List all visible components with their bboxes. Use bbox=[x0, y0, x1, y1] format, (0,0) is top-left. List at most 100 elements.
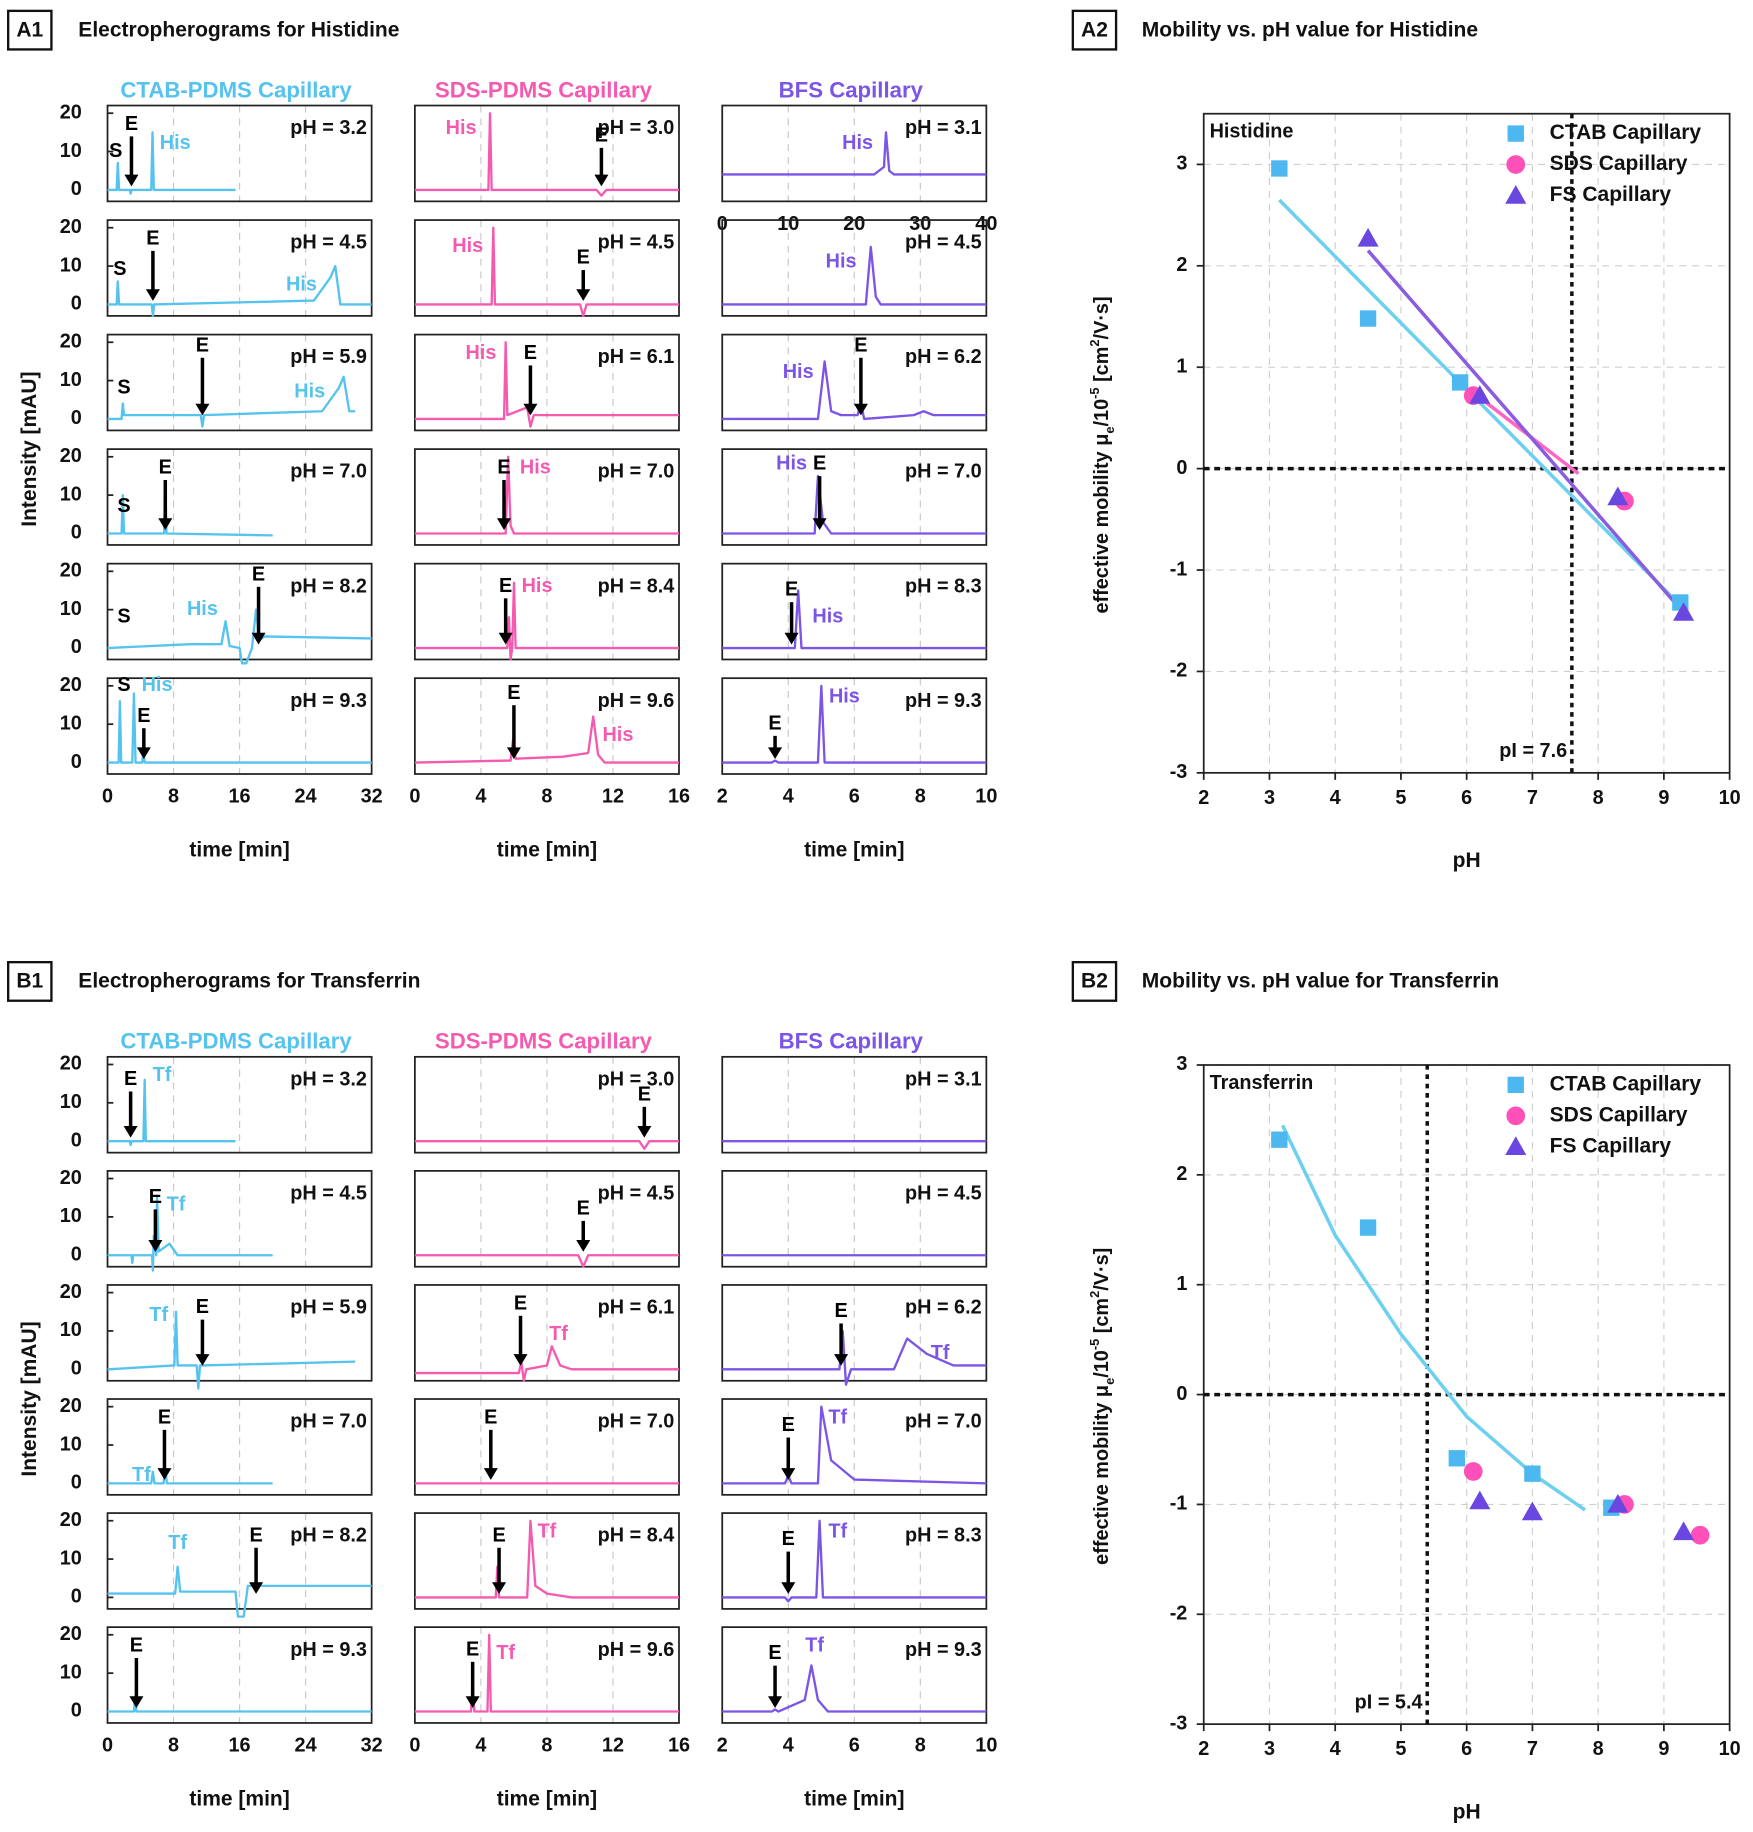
arrow-head bbox=[129, 1696, 144, 1708]
ph-label: pH = 4.5 bbox=[905, 232, 982, 254]
y-tick-label: 0 bbox=[71, 1129, 82, 1151]
plot-frame bbox=[721, 1398, 988, 1496]
y-tick-label: 3 bbox=[1176, 1053, 1187, 1075]
peak-label: S bbox=[117, 377, 130, 399]
y-axis-label-part: [cm bbox=[1091, 1298, 1113, 1339]
peak-label: His bbox=[160, 132, 191, 154]
peak-label: Tf bbox=[132, 1464, 151, 1486]
peak-label: E bbox=[768, 1642, 781, 1664]
x-tick-label: 0 bbox=[102, 1735, 113, 1757]
peak-label: E bbox=[524, 342, 537, 364]
y-axis-label: Intensity [mAU] bbox=[18, 1321, 41, 1476]
legend-marker bbox=[1506, 1106, 1526, 1126]
plot-frame bbox=[414, 1512, 680, 1610]
x-tick-label: 10 bbox=[975, 1735, 997, 1757]
ph-label: pH = 9.6 bbox=[598, 690, 675, 712]
trace bbox=[414, 1140, 679, 1150]
x-tick-label: 4 bbox=[475, 1735, 486, 1757]
data-point bbox=[1463, 1462, 1483, 1481]
plot-frame bbox=[414, 1170, 680, 1268]
peak-label: E bbox=[466, 1638, 479, 1660]
peak-label: E bbox=[638, 1083, 651, 1105]
peak-label: E bbox=[577, 1197, 590, 1219]
peak-label: His bbox=[286, 273, 317, 295]
y-tick-label: 20 bbox=[60, 101, 82, 123]
legend-marker bbox=[1505, 1136, 1527, 1155]
x-tick-label: 24 bbox=[295, 786, 317, 808]
plot-frame bbox=[721, 219, 988, 317]
x-axis-label: pH bbox=[1453, 1801, 1481, 1824]
x-tick-label: 16 bbox=[229, 786, 251, 808]
peak-label: E bbox=[782, 1528, 795, 1550]
plot-frame bbox=[721, 333, 988, 432]
peak-label: E bbox=[497, 457, 510, 479]
x-tick-label: 4 bbox=[475, 786, 486, 808]
x-tick-label: 2 bbox=[1198, 787, 1209, 809]
arrow-head bbox=[506, 747, 521, 760]
x-tick-label: 3 bbox=[1264, 787, 1275, 809]
arrow-head bbox=[136, 747, 151, 760]
y-tick-label: 0 bbox=[71, 178, 82, 200]
y-axis-label: effective mobility μe/10-5 [cm2/V·s] bbox=[1087, 1248, 1117, 1565]
ph-label: pH = 5.9 bbox=[290, 1297, 367, 1319]
x-tick-label: 4 bbox=[1330, 787, 1341, 809]
panel-title: Electropherograms for Histidine bbox=[78, 18, 399, 41]
arrow-head bbox=[768, 1696, 783, 1708]
plot-frame bbox=[106, 1055, 373, 1154]
data-point bbox=[1271, 1131, 1288, 1148]
trace bbox=[722, 1405, 987, 1485]
plot-frame bbox=[414, 562, 680, 661]
y-tick-label: 10 bbox=[60, 1547, 82, 1569]
y-tick-label: 20 bbox=[60, 674, 82, 696]
ph-label: pH = 3.1 bbox=[905, 1068, 982, 1090]
legend-label: SDS Capillary bbox=[1550, 1103, 1688, 1126]
ph-label: pH = 3.0 bbox=[598, 117, 675, 139]
data-point bbox=[1607, 1493, 1629, 1513]
plot-frame bbox=[414, 1055, 680, 1154]
x-axis-label: time [min] bbox=[804, 839, 904, 862]
trace bbox=[107, 1466, 273, 1485]
peak-label: His bbox=[829, 686, 860, 708]
arrow-head bbox=[784, 632, 799, 645]
y-tick-label: -2 bbox=[1170, 660, 1188, 682]
trace bbox=[107, 1310, 356, 1390]
panel-title: Mobility vs. pH value for Transferrin bbox=[1142, 970, 1499, 993]
peak-label: E bbox=[595, 124, 608, 146]
peak-label: E bbox=[158, 1406, 171, 1428]
plot-frame bbox=[106, 104, 373, 203]
y-tick-label: 20 bbox=[60, 331, 82, 353]
y-tick-label: 20 bbox=[60, 1167, 82, 1189]
arrow-head bbox=[853, 403, 868, 416]
plot-frame bbox=[414, 1626, 680, 1724]
y-tick-label: 10 bbox=[60, 483, 82, 505]
data-point bbox=[1469, 385, 1491, 404]
panel-label-box bbox=[7, 960, 53, 1002]
peak-label: S bbox=[117, 606, 130, 628]
x-tick-label: 4 bbox=[783, 1735, 794, 1757]
ph-label: pH = 3.2 bbox=[290, 117, 367, 139]
trace bbox=[107, 1078, 236, 1147]
y-tick-label: 10 bbox=[60, 369, 82, 391]
ph-label: pH = 3.2 bbox=[290, 1068, 367, 1090]
plot-frame bbox=[106, 333, 373, 432]
y-tick-label: 10 bbox=[60, 1205, 82, 1227]
y-axis-label-part: /10 bbox=[1091, 1350, 1113, 1378]
peak-label: His bbox=[294, 380, 325, 402]
arrow-head bbox=[492, 1582, 507, 1594]
y-axis-label-part: [cm bbox=[1091, 347, 1113, 388]
column-header: SDS-PDMS Capillary bbox=[435, 1029, 653, 1054]
trace bbox=[414, 1633, 679, 1713]
peak-label: E bbox=[124, 1068, 137, 1090]
x-tick-label: 8 bbox=[1593, 787, 1604, 809]
y-tick-label: 0 bbox=[71, 1586, 82, 1608]
panel-label-box bbox=[7, 9, 53, 51]
plot-frame bbox=[106, 1284, 373, 1382]
legend-label: FS Capillary bbox=[1550, 183, 1672, 206]
peak-label: E bbox=[149, 1186, 162, 1208]
y-tick-label: 0 bbox=[1176, 457, 1187, 479]
column-header: BFS Capillary bbox=[779, 77, 924, 102]
plot-frame bbox=[414, 677, 680, 775]
y-axis-label-part: effective mobility μ bbox=[1091, 1385, 1113, 1565]
